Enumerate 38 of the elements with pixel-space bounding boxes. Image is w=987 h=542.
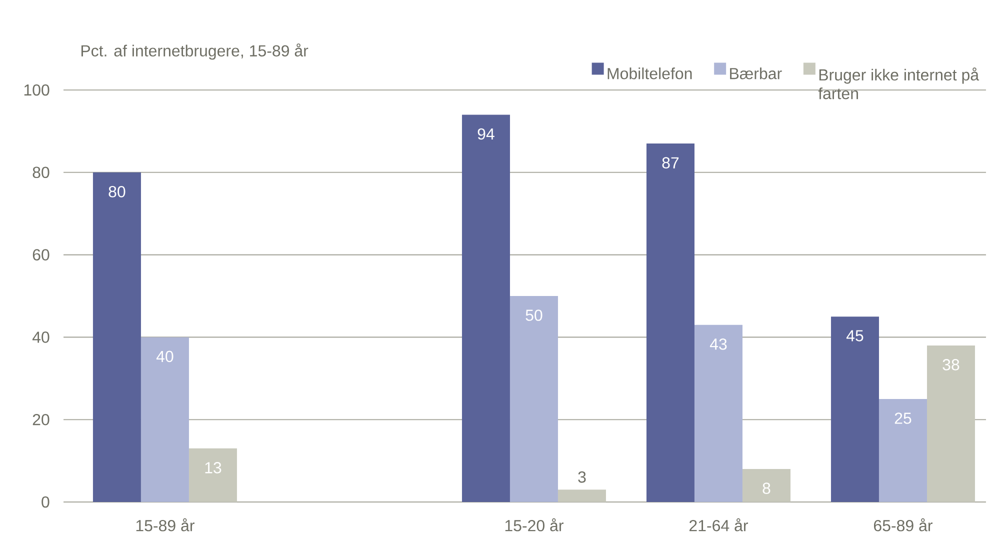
y-axis-title: Pct. af internetbrugere, 15-89 år bbox=[81, 43, 308, 60]
y-tick-label: 60 bbox=[32, 249, 50, 260]
data-label: 87 bbox=[662, 157, 679, 168]
bar bbox=[92, 172, 141, 502]
y-tick-label: 40 bbox=[32, 332, 50, 343]
data-label: 38 bbox=[942, 359, 960, 370]
data-label: 45 bbox=[846, 330, 864, 342]
data-label: 80 bbox=[108, 186, 126, 198]
bar bbox=[694, 324, 742, 502]
data-label: 43 bbox=[710, 338, 727, 350]
legend-label: Bruger ikke internet på farten bbox=[818, 67, 980, 100]
y-tick-label: 20 bbox=[32, 414, 50, 426]
x-tick-label: 15-20 år bbox=[505, 518, 564, 532]
bar bbox=[742, 469, 790, 502]
x-tick-label: 21-64 år bbox=[689, 518, 748, 532]
bar bbox=[926, 345, 975, 502]
data-label: 50 bbox=[526, 310, 542, 321]
y-tick-label: 0 bbox=[42, 496, 50, 508]
bar bbox=[558, 490, 606, 502]
x-tick-label: 65-89 år bbox=[874, 518, 932, 532]
bar bbox=[140, 337, 189, 502]
bar bbox=[646, 144, 694, 502]
y-tick-label: 100 bbox=[24, 84, 50, 96]
bar bbox=[510, 296, 558, 502]
bar bbox=[188, 448, 237, 502]
bar bbox=[830, 316, 879, 502]
data-label: 40 bbox=[156, 350, 174, 362]
data-label: 8 bbox=[762, 482, 770, 494]
x-tick-label: 15-89 år bbox=[136, 518, 194, 532]
y-tick-label: 80 bbox=[32, 166, 50, 178]
legend-label: Mobiltelefon bbox=[608, 68, 692, 80]
data-label: 25 bbox=[894, 412, 912, 424]
bar bbox=[878, 398, 927, 502]
data-label: 13 bbox=[205, 462, 222, 474]
bar bbox=[462, 114, 510, 502]
data-label: 94 bbox=[478, 128, 494, 140]
data-label: 3 bbox=[578, 471, 586, 483]
legend-label: Bærbar bbox=[730, 68, 782, 80]
